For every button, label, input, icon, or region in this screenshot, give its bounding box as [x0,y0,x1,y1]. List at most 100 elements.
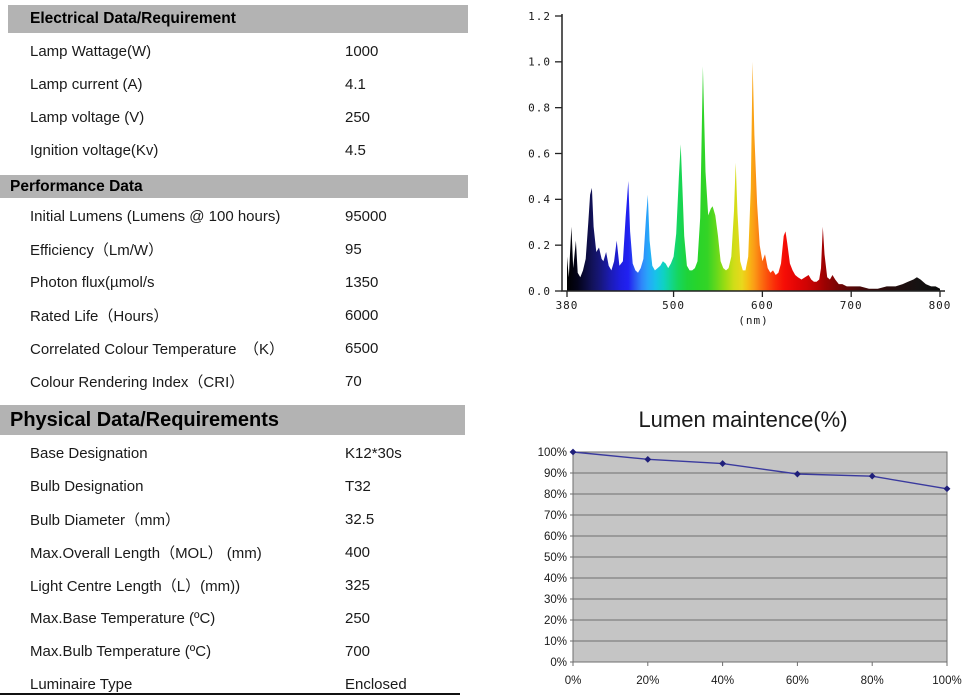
table-bottom-rule [0,693,460,695]
spec-value: 1000 [345,43,379,60]
spec-label: Bulb Designation [30,478,144,495]
y-tick-label: 50% [544,552,567,564]
data-point-marker [794,470,801,478]
spec-label: Efficiency（Lm/W） [30,242,164,259]
y-tick-label: 10% [544,636,567,648]
spec-label: Max.Bulb Temperature (ºC) [30,643,212,660]
spec-row: Max.Overall Length（MOL） (mm) 400 [0,536,480,569]
spec-row: Lamp Wattage(W) 1000 [0,35,480,68]
spec-value: 400 [345,544,371,561]
spectral-distribution-chart: 0.0 0.2 0.4 0.6 0.8 1.0 1.2 380 500 600 700 800 (nm) [528,10,952,327]
y-tick-label: 0% [550,657,567,669]
spec-label: Luminaire Type [30,676,133,693]
x-tick-label: 800 [929,299,952,312]
spec-value: 250 [345,610,371,627]
spec-value: 32.5 [345,511,375,528]
spec-table: Electrical Data/Requirement Lamp Wattage(… [0,0,480,700]
spec-row: Initial Lumens (Lumens @ 100 hours) 95000 [0,200,480,233]
y-tick-label: 100% [538,447,567,459]
spec-row: Ignition voltage(Kv) 4.5 [0,134,480,167]
spec-row: Efficiency（Lm/W） 95 [0,233,480,266]
spec-row: Max.Base Temperature (ºC) 250 [0,602,480,635]
spec-value: 1350 [345,274,379,291]
spec-label: Max.Overall Length（MOL） (mm) [30,545,262,562]
spec-row: Correlated Colour Temperature （K） 6500 [0,332,480,365]
spec-value: T32 [345,478,371,495]
y-tick-label: 0.6 [528,147,551,160]
lumen-maintenance-chart: Lumen maintence(%) 0% 10% 20% 30% 40% 50% 60% 70… [538,407,962,687]
section-header: Performance Data [0,175,468,198]
spec-value: 250 [345,109,371,126]
spec-label: Ignition voltage(Kv) [30,142,159,159]
spec-value: 325 [345,577,371,594]
y-tick-label: 30% [544,594,567,606]
y-tick-label: 0.4 [528,193,551,206]
data-point-marker [943,485,951,493]
data-point-marker [644,455,652,463]
y-tick-label: 1.0 [528,56,551,69]
y-tick-label: 90% [544,468,567,480]
spec-row: Bulb Diameter（mm） 32.5 [0,503,480,536]
spec-row: Rated Life（Hours） 6000 [0,299,480,332]
section-header: Physical Data/Requirements [0,405,465,435]
spec-value: 6500 [345,340,379,357]
spec-label: Rated Life（Hours） [30,308,169,325]
spec-row: Bulb Designation T32 [0,470,480,503]
spec-label: Lamp Wattage(W) [30,43,152,60]
y-tick-label: 60% [544,531,567,543]
spec-value: 95000 [345,208,387,225]
spec-row: Max.Bulb Temperature (ºC) 700 [0,635,480,668]
spec-label: Light Centre Length（L）(mm)) [30,578,241,595]
spec-row: Lamp current (A) 4.1 [0,68,480,101]
spec-label: Base Designation [30,445,148,462]
spec-value: 70 [345,373,362,390]
spec-label: Colour Rendering Index（CRI） [30,374,245,391]
data-point-marker [569,448,577,456]
spec-label: Lamp current (A) [30,76,143,93]
spec-row: Lamp voltage (V) 250 [0,101,480,134]
x-tick-label: 500 [662,299,685,312]
spec-value: Enclosed [345,676,407,693]
spec-value: 4.1 [345,76,366,93]
x-tick-label: 80% [861,675,884,687]
y-tick-label: 20% [544,615,567,627]
x-tick-label: 0% [565,675,582,687]
spec-value: 95 [345,241,362,258]
spec-value: 6000 [345,307,379,324]
spec-value: 700 [345,643,371,660]
y-tick-label: 0.0 [528,285,551,298]
data-point-marker [868,472,876,480]
spec-label: Bulb Diameter（mm） [30,512,181,529]
spec-label: Lamp voltage (V) [30,109,145,126]
spec-value: 4.5 [345,142,366,159]
spec-label: Initial Lumens (Lumens @ 100 hours) [30,208,281,225]
y-tick-label: 80% [544,489,567,501]
spec-label: Correlated Colour Temperature （K） [30,341,284,358]
section-header: Electrical Data/Requirement [8,5,468,33]
y-tick-label: 40% [544,573,567,585]
spec-label: Photon flux(µmol/s [30,274,155,291]
spec-row: Colour Rendering Index（CRI） 70 [0,365,480,398]
x-tick-label: 20% [636,675,659,687]
x-tick-label: 380 [556,299,579,312]
y-tick-label: 0.2 [528,239,551,252]
spec-row: Base Designation K12*30s [0,437,480,470]
x-tick-label: 60% [786,675,809,687]
data-point-marker [719,460,726,467]
x-tick-label: 700 [840,299,863,312]
spectrum-area [567,61,940,291]
spec-row: Luminaire Type Enclosed [0,668,480,700]
y-tick-label: 0.8 [528,102,551,115]
y-tick-label: 70% [544,510,567,522]
spec-row: Photon flux(µmol/s 1350 [0,266,480,299]
x-tick-label: 100% [932,675,961,687]
x-axis-label: (nm) [738,314,769,327]
x-tick-label: 600 [751,299,774,312]
x-tick-label: 40% [711,675,734,687]
y-tick-label: 1.2 [528,10,551,23]
spec-value: K12*30s [345,445,402,462]
data-line [572,451,948,490]
chart-title: Lumen maintence(%) [638,407,847,432]
spec-row: Light Centre Length（L）(mm)) 325 [0,569,480,602]
